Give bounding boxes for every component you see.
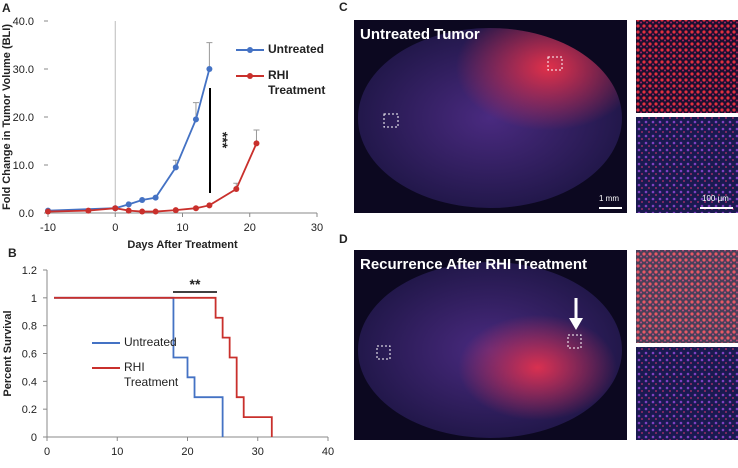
- x-tick-label: 20: [181, 446, 193, 458]
- error-bar: [206, 42, 213, 69]
- legend-label: RHI Treatment: [268, 68, 326, 97]
- x-tick-label: 0: [44, 446, 50, 458]
- point: [45, 208, 51, 215]
- point: [192, 116, 199, 123]
- legend-label: RHI Treatment: [124, 360, 179, 389]
- point: [172, 164, 179, 171]
- x-tick-label: 10: [176, 222, 188, 234]
- x-tick-label: 10: [111, 446, 123, 458]
- y-tick-label: 0: [31, 432, 37, 444]
- x-tick-label: -10: [40, 222, 56, 234]
- y-tick-label: 0.6: [22, 349, 37, 361]
- point: [85, 207, 92, 214]
- legend-marker: [247, 73, 253, 79]
- y-tick-label: 0.4: [22, 376, 37, 388]
- point: [172, 207, 179, 214]
- legend-label: Untreated: [268, 42, 325, 56]
- x-tick-label: 40: [322, 446, 334, 458]
- point: [152, 208, 159, 215]
- point: [125, 201, 132, 208]
- point: [139, 197, 146, 204]
- panel-label: C: [339, 0, 348, 14]
- legend-entry: RHI Treatment: [268, 68, 326, 97]
- legend-label: Untreated: [124, 335, 177, 349]
- scale-label: 1 mm: [599, 194, 619, 203]
- annotation: **: [190, 276, 201, 292]
- y-tick-label: 10.0: [13, 160, 34, 172]
- panel-label: D: [339, 232, 348, 246]
- image-title: Recurrence After RHI Treatment: [360, 256, 587, 273]
- x-axis-label: Days After Treatment: [127, 239, 238, 251]
- legend-entry: RHI Treatment: [124, 360, 179, 389]
- annotation: ***: [215, 132, 231, 149]
- legend-marker: [247, 47, 253, 53]
- y-tick-label: 1.2: [22, 265, 37, 277]
- image-c: [354, 20, 738, 213]
- x-tick-label: 0: [112, 222, 118, 234]
- x-tick-label: 30: [311, 222, 323, 234]
- point: [206, 66, 213, 72]
- y-tick-label: 0.2: [22, 404, 37, 416]
- survival-step: [54, 296, 273, 437]
- legend-entry: Untreated: [124, 335, 177, 349]
- y-tick-label: 0.0: [19, 208, 34, 220]
- image-d: [354, 250, 738, 440]
- image-title: Untreated Tumor: [360, 26, 480, 43]
- panel-label: B: [8, 246, 17, 260]
- panel-label: A: [2, 1, 11, 15]
- series-line: [47, 68, 211, 212]
- y-tick-label: 1: [31, 293, 37, 305]
- legend-entry: Untreated: [268, 42, 325, 56]
- point: [233, 186, 240, 192]
- y-axis-label: Fold Change in Tumor Volume (BLI): [1, 24, 13, 210]
- scale-label: 100 µm: [702, 194, 729, 203]
- y-tick-label: 20.0: [13, 112, 34, 124]
- point: [125, 207, 132, 214]
- point: [139, 208, 146, 215]
- point: [206, 202, 213, 209]
- y-tick-label: 40.0: [13, 16, 34, 28]
- x-tick-label: 20: [244, 222, 256, 234]
- point: [152, 194, 159, 201]
- x-tick-label: 30: [252, 446, 264, 458]
- y-tick-label: 0.8: [22, 321, 37, 333]
- y-tick-label: 30.0: [13, 64, 34, 76]
- point: [192, 205, 199, 212]
- point: [253, 140, 260, 147]
- series-line: [47, 143, 258, 213]
- point: [112, 205, 119, 212]
- y-axis-label: Percent Survival: [2, 310, 14, 396]
- survival-step: [54, 296, 224, 437]
